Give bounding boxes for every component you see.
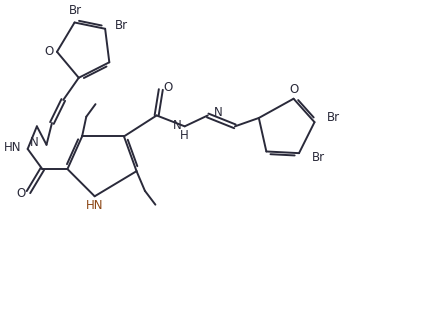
- Text: Br: Br: [311, 151, 325, 164]
- Text: Br: Br: [114, 19, 127, 32]
- Text: O: O: [45, 45, 54, 58]
- Text: O: O: [16, 187, 26, 200]
- Text: HN: HN: [86, 199, 103, 212]
- Text: O: O: [289, 83, 298, 96]
- Text: O: O: [164, 81, 173, 94]
- Text: Br: Br: [327, 110, 340, 124]
- Text: H: H: [180, 129, 189, 142]
- Text: N: N: [214, 106, 223, 120]
- Text: N: N: [173, 119, 181, 132]
- Text: HN: HN: [4, 141, 22, 154]
- Text: N: N: [30, 136, 39, 149]
- Text: Br: Br: [69, 4, 82, 17]
